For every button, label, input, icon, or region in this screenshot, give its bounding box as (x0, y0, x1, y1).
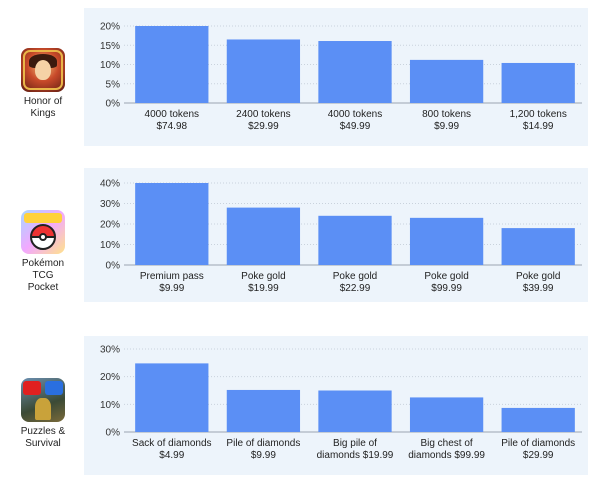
x-tick-label: Poke gold $99.99 (424, 271, 468, 294)
x-tick-label: 4000 tokens $49.99 (328, 109, 383, 132)
app-label-pokemon-tcg-pocket: Pokémon TCG Pocket (8, 210, 78, 294)
bar (135, 363, 209, 432)
bar (226, 207, 301, 265)
x-tick-label: Big pile of diamonds $19.99 (317, 438, 394, 461)
y-tick-label: 0% (106, 261, 121, 272)
x-tick-label: Poke gold $39.99 (516, 271, 560, 294)
honor-of-kings-app-icon (21, 48, 65, 92)
y-tick-label: 10% (100, 240, 120, 251)
app-label-puzzles-and-survival: Puzzles & Survival (8, 378, 78, 450)
app-name: Puzzles & Survival (20, 426, 66, 449)
x-tick-label: Poke gold $22.99 (333, 271, 377, 294)
x-tick-label: 800 tokens $9.99 (422, 109, 471, 132)
app-name: Pokémon TCG Pocket (21, 258, 65, 293)
x-tick-label: 1,200 tokens $14.99 (510, 109, 567, 132)
x-tick-label: Big chest of diamonds $99.99 (408, 438, 485, 461)
bar (318, 390, 392, 432)
x-tick-label: Sack of diamonds $4.99 (132, 438, 212, 461)
bar-chart-pokemon-tcg-pocket: 0% 10% 20% 30% 40% Premium pass $9.99 Poke gold… (100, 179, 582, 294)
x-tick-label: 2400 tokens $29.99 (236, 109, 291, 132)
x-tick-label: 4000 tokens $74.98 (145, 109, 200, 132)
bar-chart-puzzles-and-survival: 0% 10% 20% 30% Sack of diamonds $4.99 Pile of … (100, 345, 582, 461)
y-tick-label: 40% (100, 179, 120, 190)
app-name: Honor of Kings (23, 96, 63, 119)
bar (501, 62, 575, 103)
x-tick-label: Pile of diamonds $29.99 (501, 438, 575, 461)
bar (409, 217, 484, 265)
chart-panel-pokemon-tcg-pocket: 0% 10% 20% 30% 40% Premium pass $9.99 Poke gold… (84, 168, 588, 302)
app-label-honor-of-kings: Honor of Kings (8, 48, 78, 120)
x-tick-label: Pile of diamonds $9.99 (226, 438, 300, 461)
y-tick-label: 0% (106, 428, 121, 439)
y-tick-label: 10% (100, 60, 120, 71)
bar (135, 183, 209, 265)
bar (226, 39, 301, 103)
puzzles-and-survival-app-icon (21, 378, 65, 422)
chart-panel-honor-of-kings: 0% 5% 10% 15% 20% 4000 tokens $74.98 2400 token… (84, 8, 588, 146)
y-tick-label: 0% (106, 99, 121, 110)
bar (409, 59, 484, 103)
bar (501, 228, 575, 265)
bar (135, 26, 209, 103)
y-tick-label: 20% (100, 372, 120, 383)
bar (226, 389, 301, 432)
pokemon-tcg-pocket-app-icon (21, 210, 65, 254)
y-tick-label: 5% (106, 79, 121, 90)
x-tick-label: Premium pass $9.99 (140, 271, 204, 294)
x-tick-label: Poke gold $19.99 (241, 271, 285, 294)
bar (318, 215, 392, 265)
bar-chart-honor-of-kings: 0% 5% 10% 15% 20% 4000 tokens $74.98 2400 token… (100, 22, 582, 132)
y-tick-label: 30% (100, 199, 120, 210)
chart-panel-puzzles-and-survival: 0% 10% 20% 30% Sack of diamonds $4.99 Pile of … (84, 336, 588, 475)
bar (501, 407, 575, 432)
y-tick-label: 15% (100, 41, 120, 52)
y-tick-label: 30% (100, 345, 120, 356)
bar (409, 397, 484, 432)
y-tick-label: 20% (100, 220, 120, 231)
y-tick-label: 10% (100, 400, 120, 411)
y-tick-label: 20% (100, 22, 120, 33)
bar (318, 41, 392, 103)
